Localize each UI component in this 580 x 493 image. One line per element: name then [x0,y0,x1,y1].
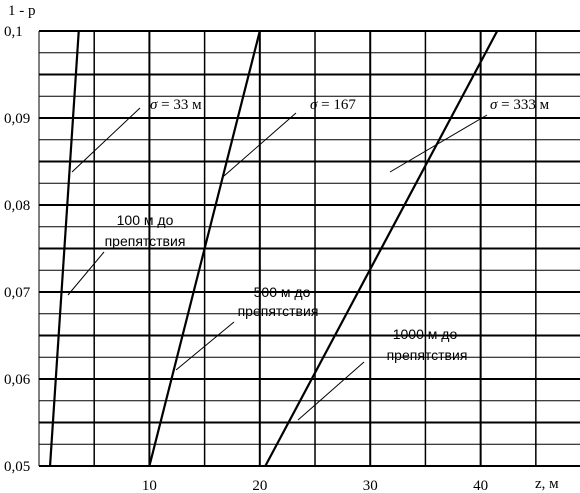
annotation-leaders [67,107,488,421]
distance-label: 100 м до [117,212,174,228]
x-tick-label: 30 [363,478,378,493]
distance-label: препятствия [387,347,468,363]
series-name-leader [71,107,141,173]
series-name-leader [223,112,297,177]
y-tick-label: 0,06 [4,372,31,388]
series-name-leader [389,114,488,173]
series-line-1 [48,30,80,467]
labels: 0,05 0,06 0,07 0,08 0,09 0,1 10 20 30 40 1 - p z, м… [4,3,559,493]
distance-label-leader [297,361,365,421]
y-axis-title: 1 - p [8,3,36,19]
distance-label: 500 м до [254,284,311,300]
series-name-label: σ = 33 м [150,97,202,113]
distance-label-leader [67,251,105,296]
series-name-label: σ = 333 м [490,97,550,113]
y-tick-label: 0,05 [4,459,30,475]
x-tick-label: 10 [142,478,157,493]
y-tick-label: 0,09 [4,111,30,127]
y-tick-label: 0,1 [4,24,23,40]
distance-label: препятствия [105,233,186,249]
y-tick-label: 0,07 [4,285,31,301]
series-lines [48,30,499,467]
distance-label: 1000 м до [393,326,458,342]
distance-label-leader [175,321,235,371]
distance-label: препятствия [238,303,319,319]
grid [38,30,580,467]
series-line-2 [148,30,261,467]
x-axis-title: z, м [535,476,559,492]
series-name-label: σ = 167 [310,97,356,113]
x-tick-label: 20 [252,478,267,493]
x-tick-label: 40 [473,478,488,493]
y-tick-label: 0,08 [4,198,30,214]
series-line-3 [264,30,499,467]
